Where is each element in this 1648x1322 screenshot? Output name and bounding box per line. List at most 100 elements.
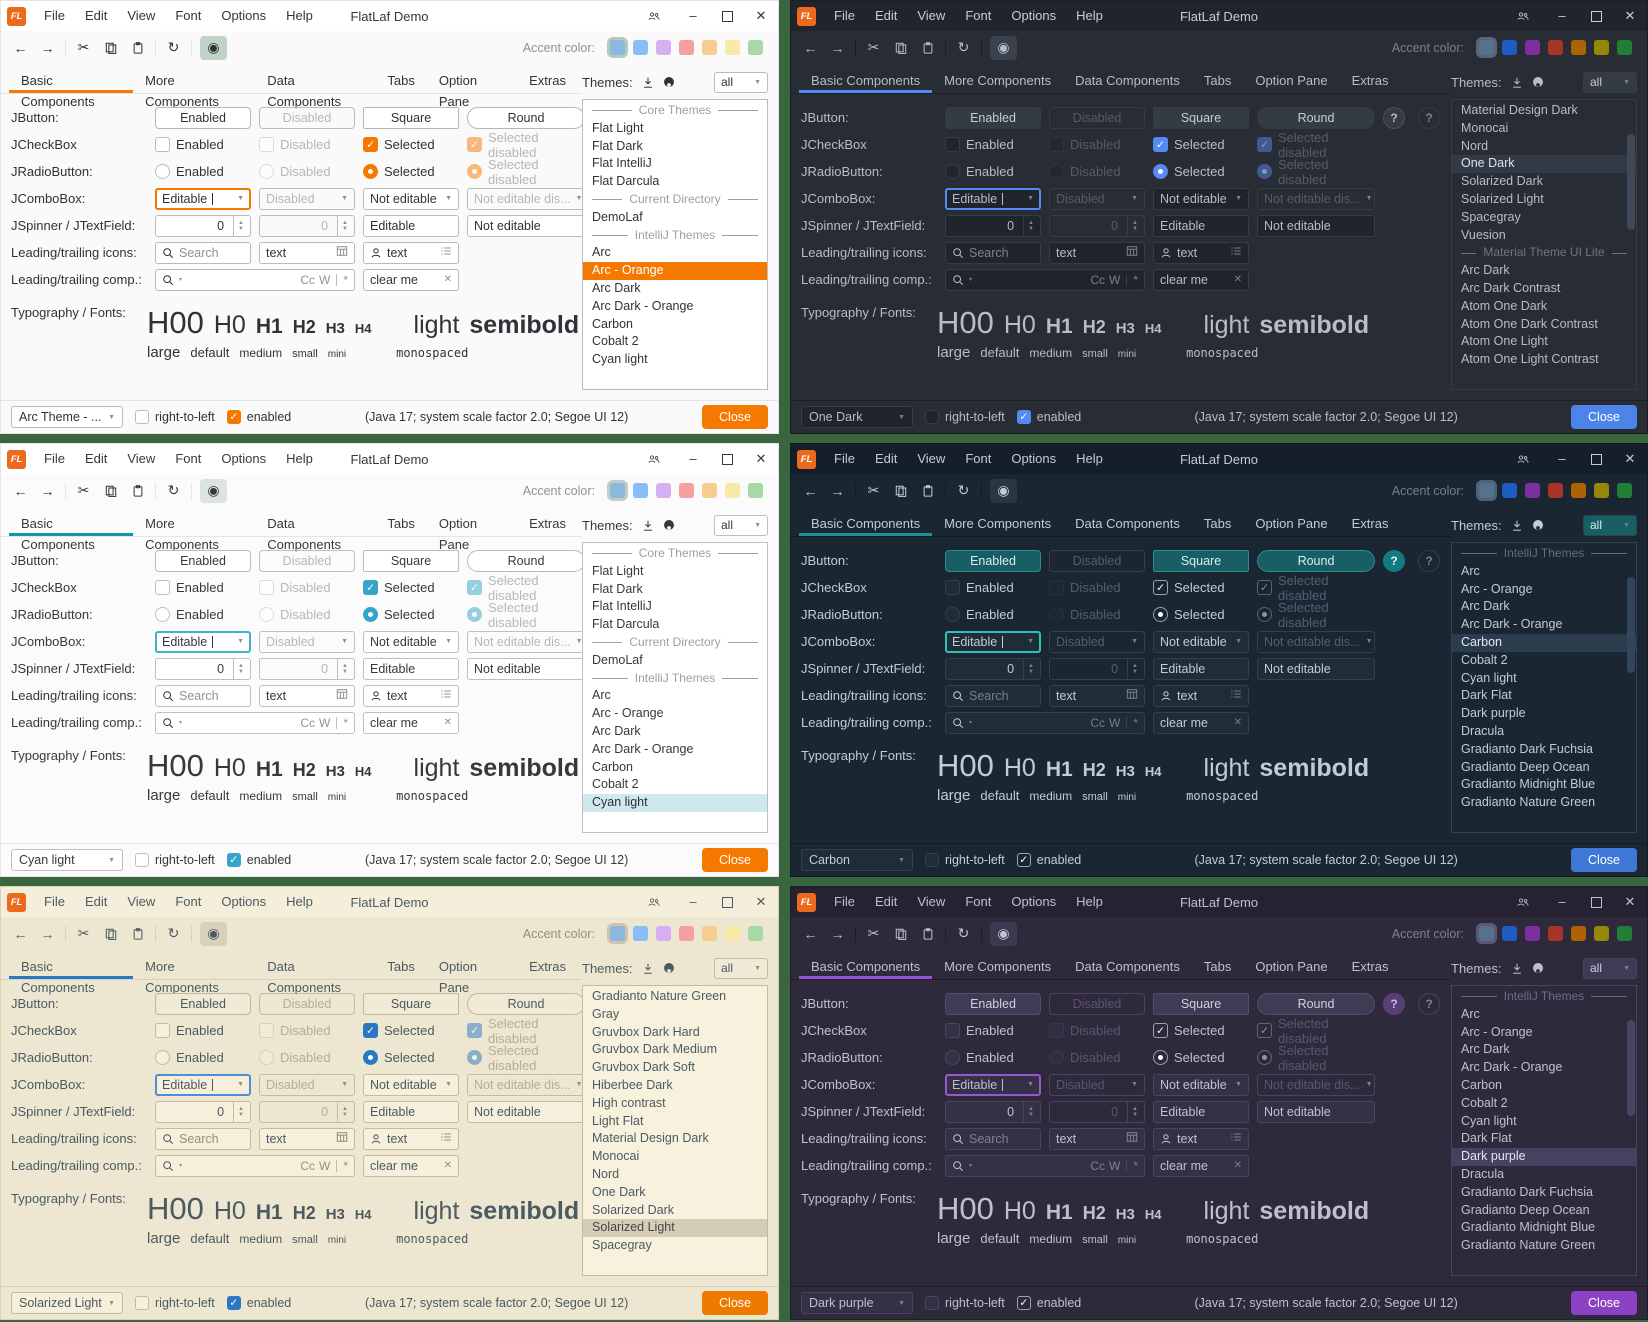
checkbox-enabled[interactable] — [155, 1023, 170, 1038]
checkbox-enabled[interactable] — [155, 137, 170, 152]
tab-data-components[interactable]: Data Components — [1075, 959, 1180, 974]
accent-swatch-4[interactable] — [1548, 483, 1563, 498]
menu-view[interactable]: View — [917, 8, 946, 23]
github-icon[interactable] — [1532, 75, 1544, 89]
copy-icon[interactable] — [891, 928, 910, 940]
spinner[interactable]: 0 ▲ ▼ — [155, 657, 251, 680]
spinner[interactable]: 0 ▲ ▼ — [945, 214, 1041, 237]
accent-swatch-7[interactable] — [1617, 40, 1632, 55]
paste-icon[interactable] — [918, 927, 937, 940]
menu-help[interactable]: Help — [1076, 8, 1103, 23]
refresh-icon[interactable]: ↻ — [957, 39, 970, 55]
regex-toggle[interactable]: * — [343, 715, 348, 730]
round-button[interactable]: Round — [467, 992, 585, 1015]
theme-item-arc-dark[interactable]: Arc Dark — [1461, 263, 1510, 278]
chevron-down-icon[interactable]: ▼ — [1235, 195, 1242, 202]
combobox-editable[interactable]: Editable ▼ — [155, 630, 251, 653]
spinner-down-icon[interactable]: ▼ — [238, 225, 244, 232]
help-button[interactable]: ? — [1383, 549, 1405, 572]
theme-item-demolaf[interactable]: DemoLaf — [592, 652, 643, 667]
forward-icon[interactable]: → — [830, 39, 845, 56]
refresh-icon[interactable]: ↻ — [167, 39, 180, 55]
theme-item-cyan-light[interactable]: Cyan light — [1461, 1113, 1517, 1128]
paste-icon[interactable] — [128, 41, 147, 54]
github-icon[interactable] — [663, 518, 675, 532]
menu-help[interactable]: Help — [286, 894, 313, 909]
spinner-value[interactable]: 0 — [217, 218, 225, 233]
user-input[interactable]: text — [1153, 241, 1249, 264]
spinner[interactable]: 0 ▲ ▼ — [155, 214, 251, 237]
theme-item-arc-orange[interactable]: Arc - Orange — [592, 706, 664, 721]
enabled-button[interactable]: Enabled — [945, 549, 1041, 572]
tab-option-pane[interactable]: Option Pane — [1255, 516, 1328, 531]
close-button[interactable]: Close — [702, 848, 768, 872]
menu-view[interactable]: View — [917, 894, 946, 909]
accent-swatch-2[interactable] — [1502, 483, 1517, 498]
paste-icon[interactable] — [918, 484, 937, 497]
spinner-down-icon[interactable]: ▼ — [1028, 668, 1034, 675]
search-dropdown-icon[interactable]: ▾ — [969, 720, 973, 726]
spinner-up-icon[interactable]: ▲ — [1028, 1105, 1034, 1112]
menu-options[interactable]: Options — [221, 894, 267, 909]
combobox-editable[interactable]: Editable ▼ — [155, 187, 251, 210]
theme-item-arc-dark-contrast[interactable]: Arc Dark Contrast — [1461, 280, 1561, 295]
search-dropdown-icon[interactable]: ▾ — [969, 277, 973, 283]
menu-edit[interactable]: Edit — [84, 894, 108, 909]
match-case-toggle[interactable]: Cc — [1090, 715, 1105, 730]
search-input[interactable]: Search — [945, 684, 1041, 707]
match-case-toggle[interactable]: Cc — [300, 272, 315, 287]
spinner-value[interactable]: 0 — [1007, 661, 1015, 676]
spinner-value[interactable]: 0 — [1007, 1104, 1015, 1119]
theme-item-cobalt-2[interactable]: Cobalt 2 — [1461, 1095, 1508, 1110]
rtl-option[interactable]: right-to-left — [135, 410, 215, 424]
menu-view[interactable]: View — [127, 8, 156, 23]
accent-swatch-4[interactable] — [1548, 926, 1563, 941]
radio-enabled[interactable] — [945, 1050, 960, 1065]
menu-view[interactable]: View — [127, 451, 156, 466]
search-with-options-input[interactable]: ▾ Cc W * — [155, 268, 355, 291]
paste-icon[interactable] — [128, 927, 147, 940]
theme-item-cyan-light[interactable]: Cyan light — [592, 352, 648, 367]
theme-item-dark-purple[interactable]: Dark purple — [1461, 706, 1526, 721]
menu-font[interactable]: Font — [965, 894, 992, 909]
help-button-secondary[interactable]: ? — [1418, 106, 1440, 129]
theme-item-dark-flat[interactable]: Dark Flat — [1461, 1131, 1512, 1146]
cut-icon[interactable]: ✂ — [867, 39, 880, 55]
combobox-not-editable[interactable]: Not editable ▼ — [1153, 1073, 1249, 1096]
theme-list[interactable]: Material Design Dark Monocai Nord One Dark S… — [1451, 99, 1637, 390]
search-input[interactable]: Search — [155, 684, 251, 707]
rtl-option[interactable]: right-to-left — [925, 410, 1005, 424]
enabled-checkbox[interactable]: ✓ — [1016, 853, 1031, 867]
theme-item-solarized-light[interactable]: Solarized Light — [583, 1219, 767, 1238]
combobox-not-editable[interactable]: Not editable ▼ — [363, 187, 459, 210]
theme-item-gradianto-nature-green[interactable]: Gradianto Nature Green — [1461, 1238, 1596, 1253]
theme-item-solarized-dark[interactable]: Solarized Dark — [592, 1202, 674, 1217]
theme-item-atom-one-light-contrast[interactable]: Atom One Light Contrast — [1461, 352, 1599, 367]
checkbox-selected[interactable]: ✓ — [363, 580, 378, 595]
copy-icon[interactable] — [101, 42, 120, 54]
theme-item-arc-dark[interactable]: Arc Dark — [592, 280, 641, 295]
chevron-down-icon[interactable]: ▼ — [237, 1081, 244, 1088]
back-icon[interactable]: ← — [13, 482, 28, 499]
radio-selected[interactable] — [1153, 164, 1168, 179]
tab-more-components[interactable]: More Components — [944, 516, 1052, 531]
menu-edit[interactable]: Edit — [874, 451, 898, 466]
clear-icon[interactable]: ✕ — [1233, 1160, 1242, 1171]
github-icon[interactable] — [663, 961, 675, 975]
spinner-down-icon[interactable]: ▼ — [1028, 1111, 1034, 1118]
search-with-options-input[interactable]: ▾ Cc W * — [155, 1154, 355, 1177]
tab-data-components[interactable]: Data Components — [1075, 73, 1180, 88]
accent-swatch-2[interactable] — [1502, 926, 1517, 941]
theme-item-vuesion[interactable]: Vuesion — [1461, 227, 1506, 242]
square-button[interactable]: Square — [1153, 992, 1249, 1015]
theme-item-arc-orange[interactable]: Arc - Orange — [1461, 581, 1533, 596]
menu-font[interactable]: Font — [965, 8, 992, 23]
whole-words-toggle[interactable]: W — [1109, 272, 1121, 287]
regex-toggle[interactable]: * — [343, 272, 348, 287]
tab-basic-components[interactable]: Basic Components — [9, 70, 133, 109]
menu-edit[interactable]: Edit — [874, 8, 898, 23]
menu-file[interactable]: File — [44, 894, 65, 909]
theme-item-cyan-light[interactable]: Cyan light — [1461, 670, 1517, 685]
close-window-button[interactable]: ✕ — [755, 894, 767, 909]
round-button[interactable]: Round — [467, 549, 585, 572]
